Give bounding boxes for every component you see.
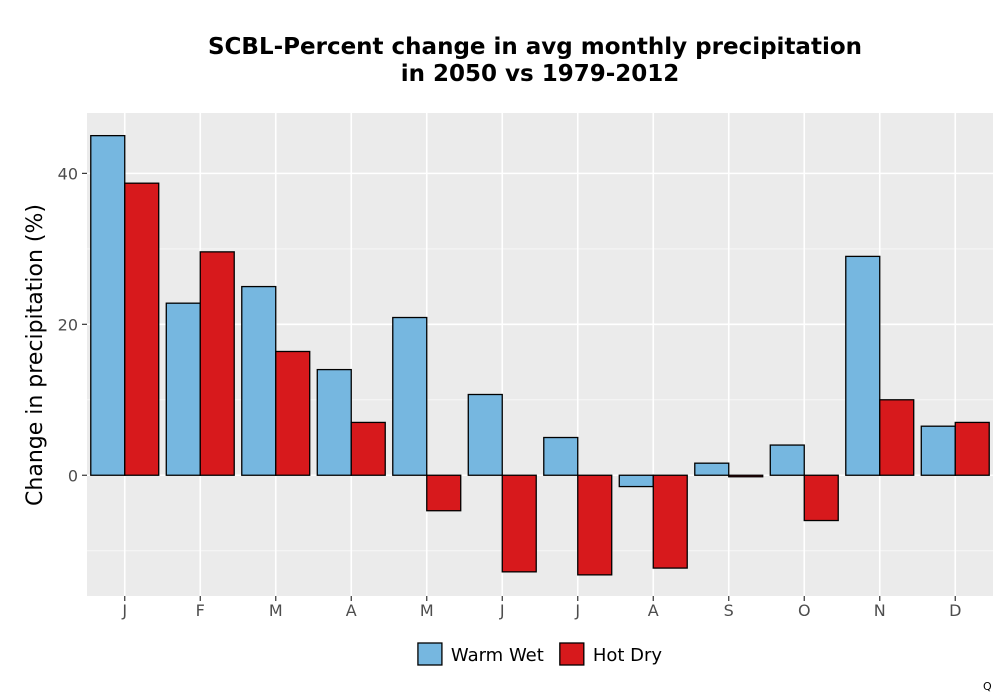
bar-warm-wet-10 — [845, 255, 881, 476]
bar-hot-dry-3 — [350, 421, 386, 476]
chart-title-line-1: SCBL-Percent change in avg monthly preci… — [208, 34, 862, 60]
bar-warm-wet-0 — [90, 134, 126, 476]
bar-hot-dry-0 — [124, 182, 160, 476]
bar-hot-dry-9 — [803, 474, 839, 522]
x-tick-label: S — [724, 601, 734, 620]
x-tick-label: M — [420, 601, 434, 620]
bar-hot-dry-2 — [275, 350, 311, 476]
chart-title-line-2: in 2050 vs 1979-2012 — [401, 61, 680, 87]
y-tick-label: 0 — [68, 466, 78, 485]
bar-warm-wet-6 — [543, 436, 579, 476]
x-tick-label: M — [269, 601, 283, 620]
y-tick-label: 20 — [58, 315, 78, 334]
bar-warm-wet-9 — [769, 444, 805, 476]
bar-hot-dry-5 — [501, 474, 537, 573]
bar-warm-wet-7 — [618, 474, 654, 488]
y-axis: 0 20 40 — [58, 164, 87, 485]
y-axis-title: Change in precipitation (%) — [23, 204, 48, 506]
bar-hot-dry-7 — [652, 474, 688, 569]
corner-mark: Q — [983, 680, 992, 693]
legend-label-warm-wet: Warm Wet — [451, 645, 544, 666]
x-tick-label: N — [874, 601, 886, 620]
bar-hot-dry-11 — [954, 421, 990, 476]
bar-hot-dry-1 — [199, 251, 235, 476]
bar-hot-dry-4 — [426, 474, 462, 512]
bar-hot-dry-6 — [577, 474, 613, 576]
x-tick-label: A — [648, 601, 659, 620]
x-tick-label: J — [574, 601, 580, 620]
bar-warm-wet-1 — [165, 302, 201, 476]
legend-key-hot-dry — [559, 642, 585, 666]
bars — [90, 134, 990, 576]
x-tick-label: O — [798, 601, 811, 620]
bar-warm-wet-2 — [241, 285, 277, 476]
x-tick-label: A — [346, 601, 357, 620]
x-tick-label: J — [499, 601, 505, 620]
bar-warm-wet-3 — [316, 368, 352, 476]
bar-warm-wet-11 — [920, 425, 956, 476]
plot-panel — [87, 113, 993, 596]
legend-label-hot-dry: Hot Dry — [593, 645, 663, 666]
x-tick-label: F — [196, 601, 205, 620]
y-tick-label: 40 — [58, 164, 78, 183]
bar-hot-dry-8 — [728, 474, 764, 478]
legend: Warm Wet Hot Dry — [417, 642, 663, 666]
x-tick-label: D — [949, 601, 961, 620]
bar-hot-dry-10 — [879, 399, 915, 476]
bar-warm-wet-5 — [467, 393, 503, 476]
x-tick-label: J — [121, 601, 127, 620]
bar-warm-wet-4 — [392, 316, 428, 476]
bar-warm-wet-8 — [694, 462, 730, 476]
legend-key-warm-wet — [417, 642, 443, 666]
